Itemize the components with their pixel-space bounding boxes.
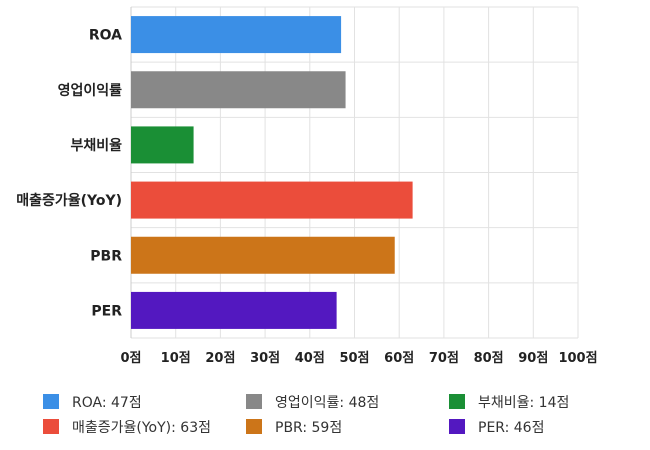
x-tick-label: 70점 [429, 351, 459, 366]
legend-label: PER: 46점 [478, 420, 544, 436]
legend-swatch [43, 419, 59, 434]
bar [131, 16, 342, 54]
x-tick-label: 40점 [295, 351, 325, 366]
bar [131, 126, 194, 164]
category-label: 매출증가율(YoY) [16, 192, 122, 209]
legend-swatch [246, 394, 262, 409]
bar [131, 181, 413, 219]
bar [131, 236, 395, 274]
legend-label: 매출증가율(YoY): 63점 [72, 420, 211, 436]
bars [131, 16, 413, 329]
bar [131, 291, 337, 329]
x-tick-label: 80점 [474, 351, 504, 366]
x-tick-label: 30점 [250, 351, 280, 366]
x-tick-label: 90점 [518, 351, 548, 366]
legend-label: 영업이익률: 48점 [275, 395, 379, 411]
legend-label: PBR: 59점 [275, 420, 342, 436]
category-label: 부채비율 [70, 137, 122, 154]
x-tick-label: 10점 [161, 351, 191, 366]
legend-swatch [43, 394, 59, 409]
category-label: ROA [89, 28, 122, 44]
x-tick-labels: 0점 10점 20점 30점 40점 50점 60점 70점 80점 90점 100점 [120, 351, 597, 366]
bar [131, 71, 346, 109]
x-tick-label: 50점 [339, 351, 369, 366]
legend-swatch [246, 419, 262, 434]
legend-label: ROA: 47점 [72, 395, 142, 411]
legend-label: 부채비율: 14점 [478, 395, 569, 411]
x-tick-label: 0점 [120, 351, 141, 366]
x-tick-label: 20점 [205, 351, 235, 366]
category-label: PBR [90, 248, 122, 264]
x-tick-label: 60점 [384, 351, 414, 366]
category-label: PER [91, 303, 122, 319]
x-tick-label: 100점 [558, 351, 597, 366]
legend-swatch [449, 419, 465, 434]
category-label: 영업이익률 [58, 82, 123, 99]
grid [130, 6, 579, 339]
legend-swatch [449, 394, 465, 409]
